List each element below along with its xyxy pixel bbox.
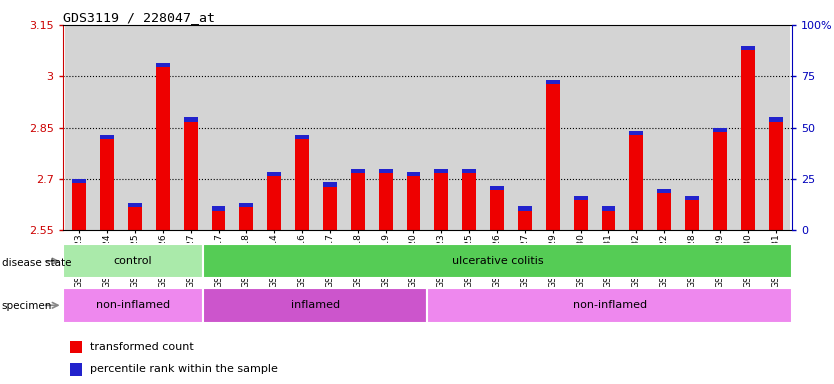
Bar xyxy=(93,25,121,230)
Text: ulcerative colitis: ulcerative colitis xyxy=(452,256,544,266)
Bar xyxy=(204,25,233,230)
Bar xyxy=(455,25,483,230)
Text: inflamed: inflamed xyxy=(290,300,339,310)
Bar xyxy=(70,362,82,376)
Bar xyxy=(239,203,254,207)
Bar xyxy=(70,341,82,353)
Bar xyxy=(574,196,588,200)
Bar xyxy=(63,288,203,323)
Bar xyxy=(427,288,792,323)
Bar xyxy=(203,288,427,323)
Bar xyxy=(260,25,289,230)
Bar xyxy=(239,207,254,230)
Bar xyxy=(212,207,225,210)
Text: control: control xyxy=(113,256,152,266)
Bar xyxy=(295,139,309,230)
Bar xyxy=(769,118,782,121)
Bar xyxy=(323,182,337,187)
Bar xyxy=(344,25,372,230)
Bar xyxy=(630,135,643,230)
Bar xyxy=(741,46,755,50)
Bar xyxy=(741,50,755,230)
Bar xyxy=(267,176,281,230)
Bar xyxy=(128,207,142,230)
Bar xyxy=(545,80,560,84)
Bar xyxy=(651,25,678,230)
Bar xyxy=(233,25,260,230)
Bar xyxy=(769,121,782,230)
Bar xyxy=(203,244,792,278)
Text: percentile rank within the sample: percentile rank within the sample xyxy=(89,364,278,374)
Bar xyxy=(100,139,114,230)
Bar xyxy=(539,25,566,230)
Text: disease state: disease state xyxy=(2,258,71,268)
Bar xyxy=(100,134,114,139)
Bar xyxy=(595,25,622,230)
Bar xyxy=(427,25,455,230)
Bar xyxy=(490,186,504,190)
Bar xyxy=(73,183,86,230)
Bar xyxy=(518,207,532,210)
Bar xyxy=(65,25,93,230)
Bar xyxy=(351,173,364,230)
Bar xyxy=(183,118,198,121)
Bar xyxy=(267,172,281,176)
Bar xyxy=(734,25,761,230)
Bar xyxy=(183,121,198,230)
Bar xyxy=(289,25,316,230)
Bar xyxy=(685,196,699,200)
Bar xyxy=(462,173,476,230)
Bar xyxy=(657,189,671,194)
Bar xyxy=(177,25,204,230)
Bar xyxy=(657,194,671,230)
Bar xyxy=(601,210,615,230)
Bar xyxy=(295,134,309,139)
Bar xyxy=(73,179,86,183)
Bar xyxy=(121,25,149,230)
Bar xyxy=(574,200,588,230)
Bar xyxy=(156,63,170,67)
Bar xyxy=(435,173,449,230)
Bar xyxy=(156,67,170,230)
Text: transformed count: transformed count xyxy=(89,342,193,352)
Text: specimen: specimen xyxy=(2,301,52,311)
Bar xyxy=(685,200,699,230)
Bar xyxy=(601,207,615,210)
Bar xyxy=(63,244,203,278)
Bar xyxy=(518,210,532,230)
Bar xyxy=(462,169,476,173)
Bar xyxy=(761,25,790,230)
Text: non-inflamed: non-inflamed xyxy=(573,300,647,310)
Bar xyxy=(678,25,706,230)
Bar xyxy=(406,176,420,230)
Bar xyxy=(379,169,393,173)
Bar xyxy=(212,210,225,230)
Bar xyxy=(622,25,651,230)
Bar xyxy=(399,25,427,230)
Bar xyxy=(490,190,504,230)
Bar xyxy=(713,132,727,230)
Bar xyxy=(713,127,727,132)
Bar xyxy=(372,25,399,230)
Bar xyxy=(316,25,344,230)
Bar xyxy=(406,172,420,176)
Bar xyxy=(511,25,539,230)
Bar xyxy=(566,25,595,230)
Bar xyxy=(351,169,364,173)
Bar xyxy=(630,131,643,135)
Bar xyxy=(323,187,337,230)
Text: GDS3119 / 228047_at: GDS3119 / 228047_at xyxy=(63,11,214,24)
Bar xyxy=(128,203,142,207)
Bar xyxy=(545,84,560,230)
Text: non-inflamed: non-inflamed xyxy=(96,300,170,310)
Bar xyxy=(706,25,734,230)
Bar xyxy=(483,25,511,230)
Bar xyxy=(379,173,393,230)
Bar xyxy=(149,25,177,230)
Bar xyxy=(435,169,449,173)
